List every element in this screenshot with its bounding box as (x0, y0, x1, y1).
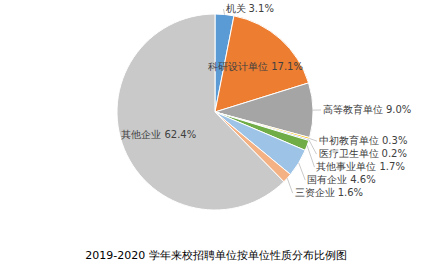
label-value: 0.3% (382, 135, 407, 146)
leader-line (309, 140, 317, 154)
label-category: 科研设计单位 (208, 61, 268, 72)
label-value: 17.1% (271, 61, 303, 72)
label-value: 4.6% (350, 174, 375, 185)
leader-line (224, 9, 225, 14)
leader-line (307, 145, 314, 167)
leader-line (287, 178, 292, 193)
label-category: 医疗卫生单位 (319, 148, 379, 159)
label-value: 62.4% (164, 129, 196, 140)
data-label: 三资企业1.6% (295, 187, 363, 198)
data-label: 高等教育单位9.0% (323, 104, 411, 115)
label-category: 中初教育单位 (319, 135, 379, 146)
label-value: 1.6% (338, 187, 363, 198)
data-label: 科研设计单位17.1% (208, 61, 303, 72)
label-category: 其他企业 (121, 129, 161, 140)
pie: 科研设计单位17.1% 其他企业62.4% 机关3.1% 高等教育单位9.0% 中初教育… (117, 3, 411, 210)
data-label: 其他企业62.4% (121, 129, 196, 140)
label-value: 1.7% (379, 161, 404, 172)
label-value: 9.0% (386, 104, 411, 115)
leader-line (313, 109, 321, 110)
data-label: 国有企业4.6% (307, 174, 375, 185)
label-category: 机关 (226, 3, 246, 14)
title: 2019-2020 学年来校招聘单位按单位性质分布比例图 (85, 249, 346, 262)
data-label: 中初教育单位0.3% (319, 135, 407, 146)
leader-line (309, 138, 317, 141)
label-category: 国有企业 (307, 174, 347, 185)
label-value: 3.1% (249, 3, 274, 14)
label-category: 三资企业 (295, 187, 335, 198)
chart: 科研设计单位17.1% 其他企业62.4% 机关3.1% 高等教育单位9.0% 中初教育… (0, 0, 432, 267)
label-value: 0.2% (382, 148, 407, 159)
data-label: 其他事业单位1.7% (316, 161, 404, 172)
data-label: 医疗卫生单位0.2% (319, 148, 407, 159)
label-category: 其他事业单位 (316, 161, 376, 172)
slice (117, 14, 284, 210)
data-label: 机关3.1% (226, 3, 274, 14)
leader-line (299, 163, 306, 180)
label-category: 高等教育单位 (323, 104, 383, 115)
